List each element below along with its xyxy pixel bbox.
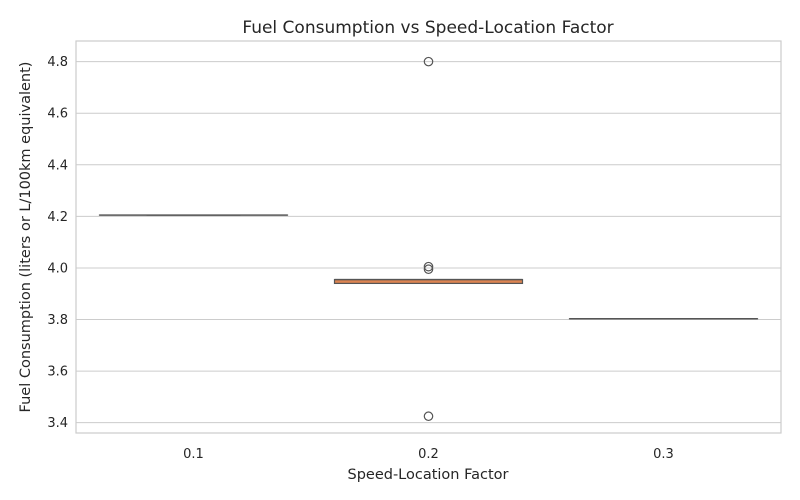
y-tick-label: 3.8	[47, 313, 68, 328]
x-tick-labels: 0.1 0.2 0.3	[183, 447, 674, 462]
outlier-point	[423, 264, 434, 275]
y-tick-label: 3.4	[47, 416, 68, 431]
outlier-point	[423, 411, 434, 422]
x-tick-label: 0.1	[183, 447, 204, 462]
y-tick-label: 4.2	[47, 210, 68, 225]
x-tick-label: 0.3	[653, 447, 674, 462]
y-axis-label: Fuel Consumption (liters or L/100km equi…	[18, 62, 34, 413]
y-tick-label: 4.0	[47, 261, 68, 276]
plot-frame	[75, 40, 782, 434]
grid-lines	[76, 61, 781, 424]
x-axis-label: Speed-Location Factor	[347, 467, 508, 483]
outlier-point	[423, 56, 434, 67]
y-tick-label: 3.6	[47, 365, 68, 380]
chart-title: Fuel Consumption vs Speed-Location Facto…	[242, 18, 613, 38]
box-series	[98, 56, 759, 422]
outlier-point	[423, 261, 434, 272]
y-tick-label: 4.8	[47, 55, 68, 70]
y-tick-label: 4.6	[47, 107, 68, 122]
y-tick-label: 4.4	[47, 158, 68, 173]
y-tick-labels: 3.4 3.6 3.8 4.0 4.2 4.4 4.6 4.8	[47, 55, 68, 431]
x-tick-label: 0.2	[418, 447, 439, 462]
